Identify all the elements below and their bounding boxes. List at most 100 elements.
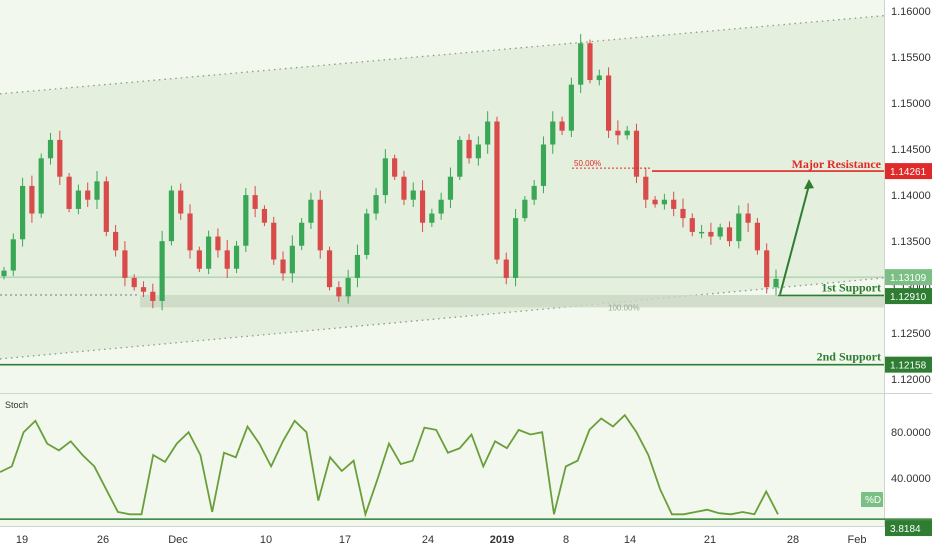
- candle-body: [233, 245, 240, 269]
- price-tick-label: 1.13500: [891, 236, 931, 248]
- candle-body: [643, 176, 649, 200]
- second-support-price: 1.12158: [890, 361, 927, 372]
- time-axis-ticks: 19 26 Dec 10 17 24 2019 8 14 21 28 Feb: [16, 534, 867, 546]
- candle-body: [373, 195, 379, 214]
- stoch-level-value: 3.8184: [890, 524, 921, 535]
- candle-body: [447, 176, 454, 200]
- candle-body: [661, 199, 667, 205]
- candle-body: [726, 227, 733, 242]
- candle-body: [103, 181, 109, 232]
- candle-body: [466, 139, 472, 159]
- candle-body: [596, 75, 602, 81]
- candle-body: [336, 287, 342, 297]
- candle-body: [243, 195, 249, 246]
- candle-body: [522, 199, 528, 219]
- candle-body: [680, 208, 686, 219]
- candle-body: [326, 250, 333, 288]
- fib-100-label: 100.00%: [608, 303, 640, 312]
- time-tick-label: 8: [563, 534, 569, 546]
- price-tick-label: 1.14500: [891, 144, 931, 156]
- candle-body: [652, 199, 658, 205]
- candle-body: [29, 185, 35, 214]
- fib-50-label: 50.00%: [574, 159, 601, 168]
- time-tick-label: 17: [339, 534, 351, 546]
- second-support-label: 2nd Support: [817, 350, 881, 364]
- time-tick-label: 26: [97, 534, 109, 546]
- current-price: 1.13109: [890, 273, 927, 284]
- price-tick-label: 1.14000: [891, 190, 931, 202]
- time-tick-label: 24: [422, 534, 434, 546]
- channel-fill: [0, 15, 884, 359]
- candle-body: [1, 270, 7, 277]
- candle-body: [764, 250, 770, 288]
- price-axis-ticks: 1.16000 1.15500 1.15000 1.14500 1.14000 1.135…: [891, 6, 931, 386]
- candle-body: [345, 277, 351, 297]
- current-price-box: [885, 269, 932, 286]
- candle-body: [745, 213, 751, 223]
- stoch-pane-bg: [0, 394, 884, 526]
- candle-body: [75, 190, 82, 209]
- candle-body: [224, 250, 230, 269]
- candle-body: [401, 176, 407, 200]
- candle-body: [354, 254, 361, 278]
- candle-body: [392, 158, 398, 177]
- stoch-title: Stoch: [5, 400, 28, 410]
- time-tick-label: 10: [260, 534, 272, 546]
- candle-body: [708, 231, 714, 237]
- time-tick-label: 2019: [490, 534, 514, 546]
- time-tick-label: Feb: [848, 534, 867, 546]
- price-tick-label: 1.12000: [891, 374, 931, 386]
- candle-body: [503, 259, 509, 278]
- candle-body: [168, 190, 175, 242]
- time-tick-label: Dec: [168, 534, 188, 546]
- candle-body: [605, 75, 612, 131]
- stoch-level-box: [885, 520, 932, 537]
- candle-body: [633, 130, 640, 177]
- major-resistance-label: Major Resistance: [792, 157, 882, 171]
- candle-body: [540, 144, 547, 186]
- price-tick-label: 1.15500: [891, 52, 931, 64]
- candle-body: [531, 185, 537, 200]
- candle-body: [494, 121, 500, 260]
- candle-body: [382, 158, 388, 196]
- candle-body: [485, 121, 491, 145]
- time-tick-label: 14: [624, 534, 636, 546]
- candle-body: [280, 259, 286, 274]
- candle-body: [196, 250, 202, 269]
- candle-body: [178, 190, 184, 214]
- candle-body: [57, 139, 63, 177]
- candle-body: [689, 218, 695, 232]
- major-resistance-price-box: [885, 163, 932, 180]
- candle-body: [578, 43, 584, 85]
- candle-body: [261, 208, 268, 223]
- candle-body: [429, 213, 435, 223]
- candle-body: [150, 291, 156, 301]
- candle-body: [299, 222, 305, 246]
- candle-body: [559, 121, 565, 131]
- stoch-d-badge: [861, 492, 883, 507]
- first-support-label: 1st Support: [821, 280, 881, 294]
- candle-body: [671, 199, 677, 209]
- candle-body: [698, 231, 705, 234]
- price-tick-label: 1.12500: [891, 328, 931, 340]
- major-resistance-price: 1.14261: [890, 167, 927, 178]
- candle-body: [773, 278, 779, 288]
- candle-body: [159, 241, 165, 301]
- candle-body: [94, 181, 100, 200]
- candle-body: [113, 231, 119, 251]
- candle-body: [419, 190, 426, 223]
- candle-body: [206, 236, 212, 269]
- stoch-d-line[interactable]: [0, 413, 779, 518]
- candle-body: [475, 144, 481, 159]
- price-tick-label: 1.16000: [891, 6, 931, 18]
- candle-body: [252, 195, 258, 209]
- support-zone: [140, 294, 884, 308]
- candle-body: [717, 227, 723, 237]
- projection-arrow: [779, 184, 810, 295]
- candle-body: [615, 130, 621, 136]
- stoch-tick-label: 40.0000: [891, 473, 931, 485]
- time-axis-bg: [0, 526, 884, 550]
- stoch-axis-ticks: 80.0000 40.0000: [891, 427, 931, 485]
- candle-body: [38, 158, 44, 214]
